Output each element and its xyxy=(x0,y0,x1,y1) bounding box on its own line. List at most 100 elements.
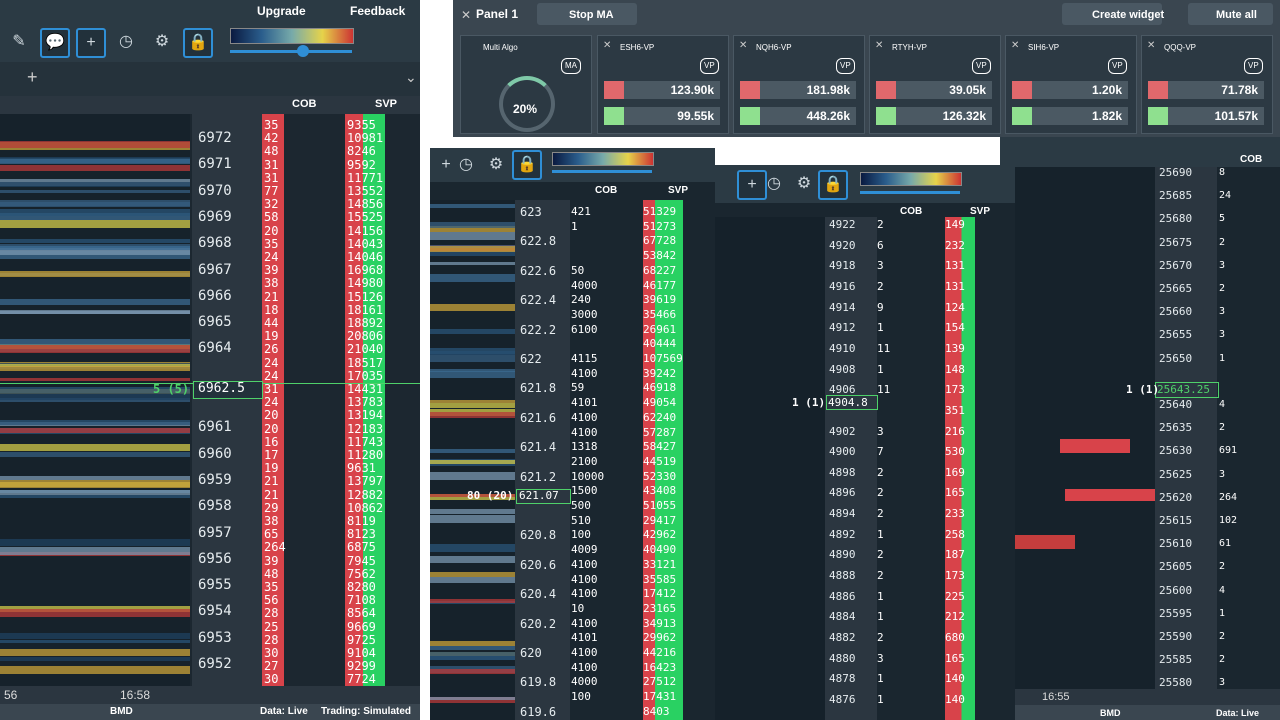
chat-tool[interactable]: 💬 xyxy=(40,28,70,58)
price-label: 4890 xyxy=(829,548,856,562)
buy-volume: 39.05k xyxy=(949,83,986,97)
vp-widget: ✕ ESH6-VP VP 123.90k 99.55k xyxy=(597,35,729,134)
heatmap xyxy=(430,200,515,720)
price-label: 25640 xyxy=(1159,398,1193,411)
heat-level xyxy=(430,577,515,584)
svp-value: 9299 xyxy=(347,659,376,674)
create-button-bg[interactable] xyxy=(1062,3,1162,25)
svp-value: 20806 xyxy=(347,329,384,344)
slider[interactable] xyxy=(230,50,352,53)
price-label: 25610 xyxy=(1159,537,1193,551)
svp-column xyxy=(643,200,683,720)
timer-tool[interactable]: ◷ xyxy=(767,175,781,192)
close-panel[interactable]: ✕ xyxy=(461,8,472,22)
heat-level xyxy=(0,181,190,187)
cob-value: 2 xyxy=(1219,561,1226,573)
price-label: 4894 xyxy=(829,507,856,521)
heat-level xyxy=(0,657,190,662)
price-label: 6964 xyxy=(198,340,232,357)
feedback-button[interactable]: Feedback xyxy=(350,4,406,18)
heat-level xyxy=(0,366,190,372)
sell-volume: 448.26k xyxy=(806,109,850,123)
collapse[interactable]: ⌄ xyxy=(405,69,417,85)
buy-volume: 181.98k xyxy=(806,83,850,97)
widget-name: SIH6-VP xyxy=(1028,43,1060,52)
heat-level xyxy=(1065,489,1155,501)
trade-tool[interactable]: ⚙ xyxy=(488,156,504,173)
header-row xyxy=(0,96,420,114)
cob-header: COB xyxy=(1240,154,1263,165)
timer-tool[interactable]: ◷ xyxy=(119,33,133,50)
cob-value: 30 xyxy=(264,672,279,687)
svp-value: 8119 xyxy=(347,514,376,528)
price-label: 25675 xyxy=(1159,235,1193,249)
lock-tool[interactable]: 🔒 xyxy=(183,28,213,58)
svp-header: SVP xyxy=(668,185,689,196)
cob-value: 2 xyxy=(877,486,884,500)
cob-value: 421 xyxy=(571,205,591,218)
price-label: 622.8 xyxy=(520,234,557,249)
slider[interactable] xyxy=(860,191,960,194)
svp-column xyxy=(945,217,975,720)
heat-level xyxy=(430,400,515,404)
price-label: 25605 xyxy=(1159,560,1193,574)
cob-value: 21 xyxy=(264,289,279,304)
color-scale[interactable] xyxy=(230,28,354,44)
price-label: 620.4 xyxy=(520,587,557,602)
cob-value: 48 xyxy=(264,144,279,159)
stop-button[interactable]: Stop MA xyxy=(569,9,614,21)
heat-level xyxy=(0,271,190,278)
cob-value: 3 xyxy=(1219,306,1226,318)
cob-value: 2 xyxy=(1219,422,1226,434)
price-label: 6966 xyxy=(198,287,232,304)
svp-value: 16968 xyxy=(347,263,384,278)
cob-value: 19 xyxy=(264,461,279,476)
heat-level xyxy=(0,665,190,674)
svp-value: 107569 xyxy=(643,352,683,365)
close-widget: ✕ xyxy=(875,40,884,51)
trade-tool[interactable]: ⚙ xyxy=(796,175,812,192)
heat-level xyxy=(430,231,515,240)
heat-level xyxy=(430,472,515,481)
mute-button-bg[interactable] xyxy=(1188,3,1273,25)
slider[interactable] xyxy=(552,170,652,173)
timer-tool[interactable]: ◷ xyxy=(459,156,473,173)
price-label: 4892 xyxy=(829,527,856,541)
svp-value: 232 xyxy=(945,238,965,252)
crosshair-tool[interactable]: + xyxy=(76,28,106,58)
stop-button-bg[interactable] xyxy=(537,3,637,25)
cob-value: 500 xyxy=(571,499,591,512)
slider-knob[interactable] xyxy=(297,45,309,57)
trade-tool[interactable]: ⚙ xyxy=(154,33,170,50)
color-scale[interactable] xyxy=(552,152,654,166)
crosshair-tool[interactable]: + xyxy=(441,156,451,173)
heat-level xyxy=(0,479,190,488)
cob-value: 24 xyxy=(1219,190,1232,202)
price-label: 25630 xyxy=(1159,444,1193,458)
price-label: 6969 xyxy=(198,208,232,225)
svp-value: 13783 xyxy=(347,395,384,410)
status-bar xyxy=(1000,705,1280,720)
color-scale[interactable] xyxy=(860,172,962,186)
heat-level xyxy=(0,639,190,643)
create-widget-button[interactable]: Create widget xyxy=(1092,9,1165,21)
lock-tool[interactable]: 🔒 xyxy=(818,170,848,200)
price-label: 25670 xyxy=(1159,258,1193,272)
sell-fill xyxy=(740,107,760,125)
cob-value: 19 xyxy=(264,329,279,344)
sell-bar: 99.55k xyxy=(604,107,720,125)
price-label: 622.2 xyxy=(520,322,557,337)
upgrade-button[interactable]: Upgrade xyxy=(257,4,306,18)
svp-value: 8246 xyxy=(347,144,376,159)
price-label: 25620 xyxy=(1159,490,1193,504)
buy-fill xyxy=(740,81,760,99)
cob-value: 3 xyxy=(877,259,884,273)
price-label: 6958 xyxy=(198,498,232,515)
cob-value: 3 xyxy=(1219,329,1226,341)
pencil-tool[interactable]: ✎ xyxy=(12,33,26,50)
crosshair-tool[interactable]: + xyxy=(737,170,767,200)
lock-tool[interactable]: 🔒 xyxy=(512,150,542,180)
price-label: 4908 xyxy=(829,362,856,376)
mute-all-button[interactable]: Mute all xyxy=(1216,9,1257,21)
add-tab[interactable]: + xyxy=(27,67,38,87)
